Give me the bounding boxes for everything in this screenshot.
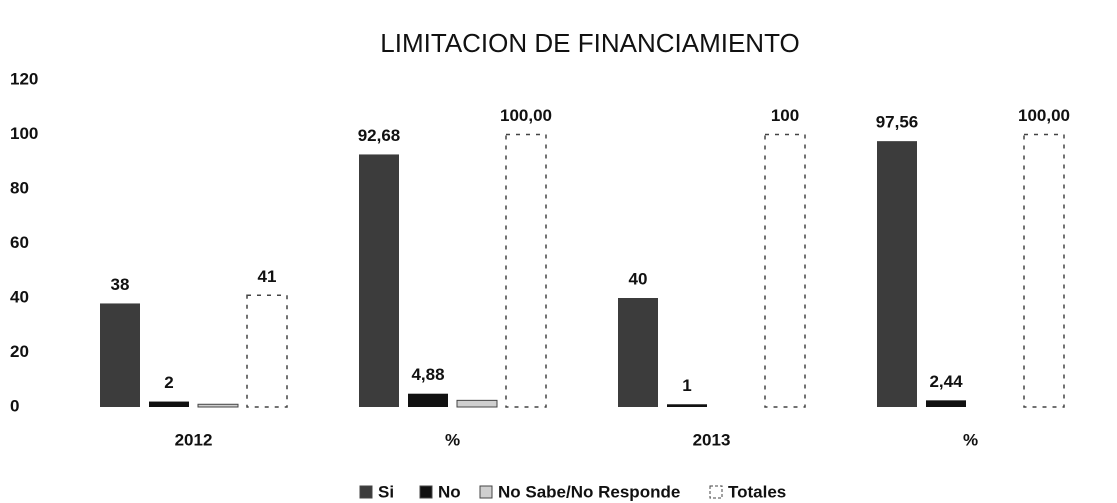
legend-label: Si: [378, 482, 394, 501]
legend-swatch: [359, 485, 373, 499]
data-label: 100,00: [500, 106, 552, 125]
data-label: 92,68: [358, 126, 401, 145]
data-label: 38: [111, 275, 130, 294]
bar: [456, 399, 498, 408]
x-tick-label: 2012: [175, 430, 213, 449]
bar: [408, 393, 448, 407]
data-label: 41: [258, 267, 277, 286]
bar: [926, 400, 966, 407]
legend-swatch: [709, 485, 723, 499]
bar: [877, 141, 917, 408]
y-tick-label: 80: [10, 178, 29, 197]
data-label: 2,44: [929, 372, 963, 391]
bar: [667, 404, 707, 407]
legend-label: Totales: [728, 482, 786, 501]
data-label: 40: [629, 269, 648, 288]
legend-swatch: [419, 485, 433, 499]
legend-label: No: [438, 482, 461, 501]
bar: [197, 403, 239, 408]
bar: [764, 133, 806, 408]
y-tick-label: 100: [10, 124, 38, 143]
bar: [100, 303, 140, 407]
legend-label: No Sabe/No Responde: [498, 482, 680, 501]
x-tick-label: 2013: [693, 430, 731, 449]
data-label: 1: [682, 376, 691, 395]
bar: [359, 154, 399, 407]
data-label: 2: [164, 373, 173, 392]
data-label: 100,00: [1018, 106, 1070, 125]
x-tick-label: %: [445, 430, 460, 449]
y-tick-label: 40: [10, 287, 29, 306]
bar: [618, 298, 658, 407]
bar: [149, 401, 189, 407]
data-label: 97,56: [876, 113, 919, 132]
bar: [246, 294, 288, 408]
bar: [505, 133, 547, 408]
legend-swatch: [479, 485, 493, 499]
x-tick-label: %: [963, 430, 978, 449]
y-tick-label: 0: [10, 396, 19, 415]
bar: [1023, 133, 1065, 408]
data-label: 100: [771, 106, 799, 125]
y-tick-label: 120: [10, 69, 38, 88]
y-tick-label: 60: [10, 233, 29, 252]
data-label: 4,88: [411, 365, 444, 384]
chart-title: LIMITACION DE FINANCIAMIENTO: [380, 28, 799, 58]
y-tick-label: 20: [10, 342, 29, 361]
